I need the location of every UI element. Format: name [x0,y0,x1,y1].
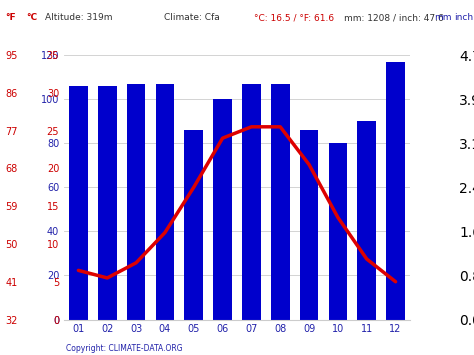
Text: °C: 16.5 / °F: 61.6: °C: 16.5 / °F: 61.6 [254,13,334,22]
Bar [328,143,347,320]
Text: °C: °C [26,13,37,22]
Bar [386,62,405,320]
Bar [98,86,117,320]
Text: °F: °F [6,13,16,22]
Bar [184,130,203,320]
Bar [69,86,88,320]
Bar [127,84,146,320]
Text: mm: mm [434,13,452,22]
Bar [242,84,261,320]
Bar [300,130,319,320]
Text: mm: 1208 / inch: 47.6: mm: 1208 / inch: 47.6 [344,13,443,22]
Bar [213,99,232,320]
Bar [155,84,174,320]
Bar [357,121,376,320]
Text: Climate: Cfa: Climate: Cfa [164,13,219,22]
Text: inch: inch [454,13,473,22]
Text: Altitude: 319m: Altitude: 319m [45,13,112,22]
Text: Copyright: CLIMATE-DATA.ORG: Copyright: CLIMATE-DATA.ORG [66,344,183,353]
Bar [271,84,290,320]
